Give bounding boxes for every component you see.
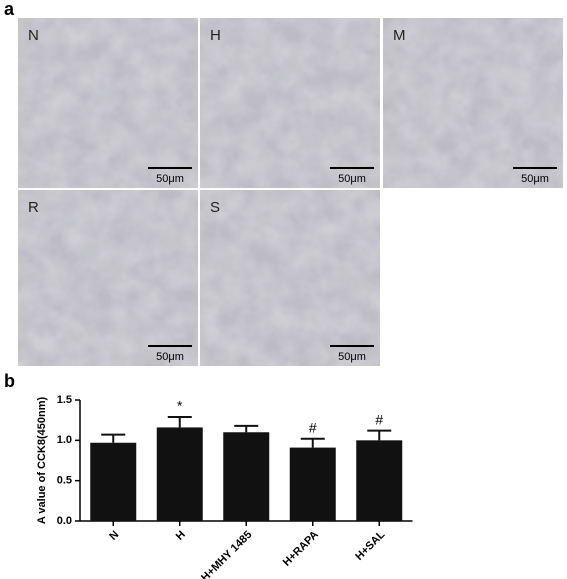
scale-bar-label: 50μm <box>156 351 184 363</box>
scale-bar-label: 50μm <box>338 173 366 185</box>
panel-label: a <box>4 0 15 19</box>
y-tick-label: 1.5 <box>57 394 72 406</box>
micrograph <box>200 18 380 188</box>
micrograph-label: H <box>210 27 221 44</box>
error-bar <box>234 424 259 433</box>
bar <box>223 432 270 521</box>
x-tick-label: H+SAL <box>353 528 387 562</box>
scale-bar-label: 50μm <box>338 351 366 363</box>
error-bar <box>167 415 192 428</box>
micrograph-label: M <box>393 27 406 44</box>
bar <box>90 442 137 521</box>
error-bar <box>101 433 126 443</box>
micrograph-label: R <box>28 199 39 216</box>
x-tick-label: N <box>107 529 121 543</box>
micrograph-label: S <box>210 199 220 216</box>
x-tick-label: H+MHY 1485 <box>199 529 254 579</box>
micrograph <box>18 190 198 366</box>
micrograph <box>383 18 563 188</box>
significance-marker: # <box>309 419 317 435</box>
significance-marker: * <box>177 398 183 414</box>
y-tick-label: 0.5 <box>57 475 72 487</box>
micrograph-label: N <box>28 27 39 44</box>
bar <box>289 447 336 521</box>
bar <box>356 440 403 521</box>
y-tick-label: 1.0 <box>57 434 72 446</box>
significance-marker: # <box>375 411 383 427</box>
micrograph <box>200 190 380 366</box>
scale-bar-label: 50μm <box>521 173 549 185</box>
panel-label: b <box>4 371 15 391</box>
micrograph <box>18 18 198 188</box>
y-axis-label: A value of CCK8(450nm) <box>36 396 48 524</box>
error-bar <box>300 437 325 448</box>
scale-bar-label: 50μm <box>156 173 184 185</box>
x-tick-label: H+RAPA <box>281 529 321 569</box>
x-tick-label: H <box>174 529 188 543</box>
y-tick-label: 0.0 <box>57 515 72 527</box>
bar <box>156 427 203 521</box>
error-bar <box>367 429 392 441</box>
